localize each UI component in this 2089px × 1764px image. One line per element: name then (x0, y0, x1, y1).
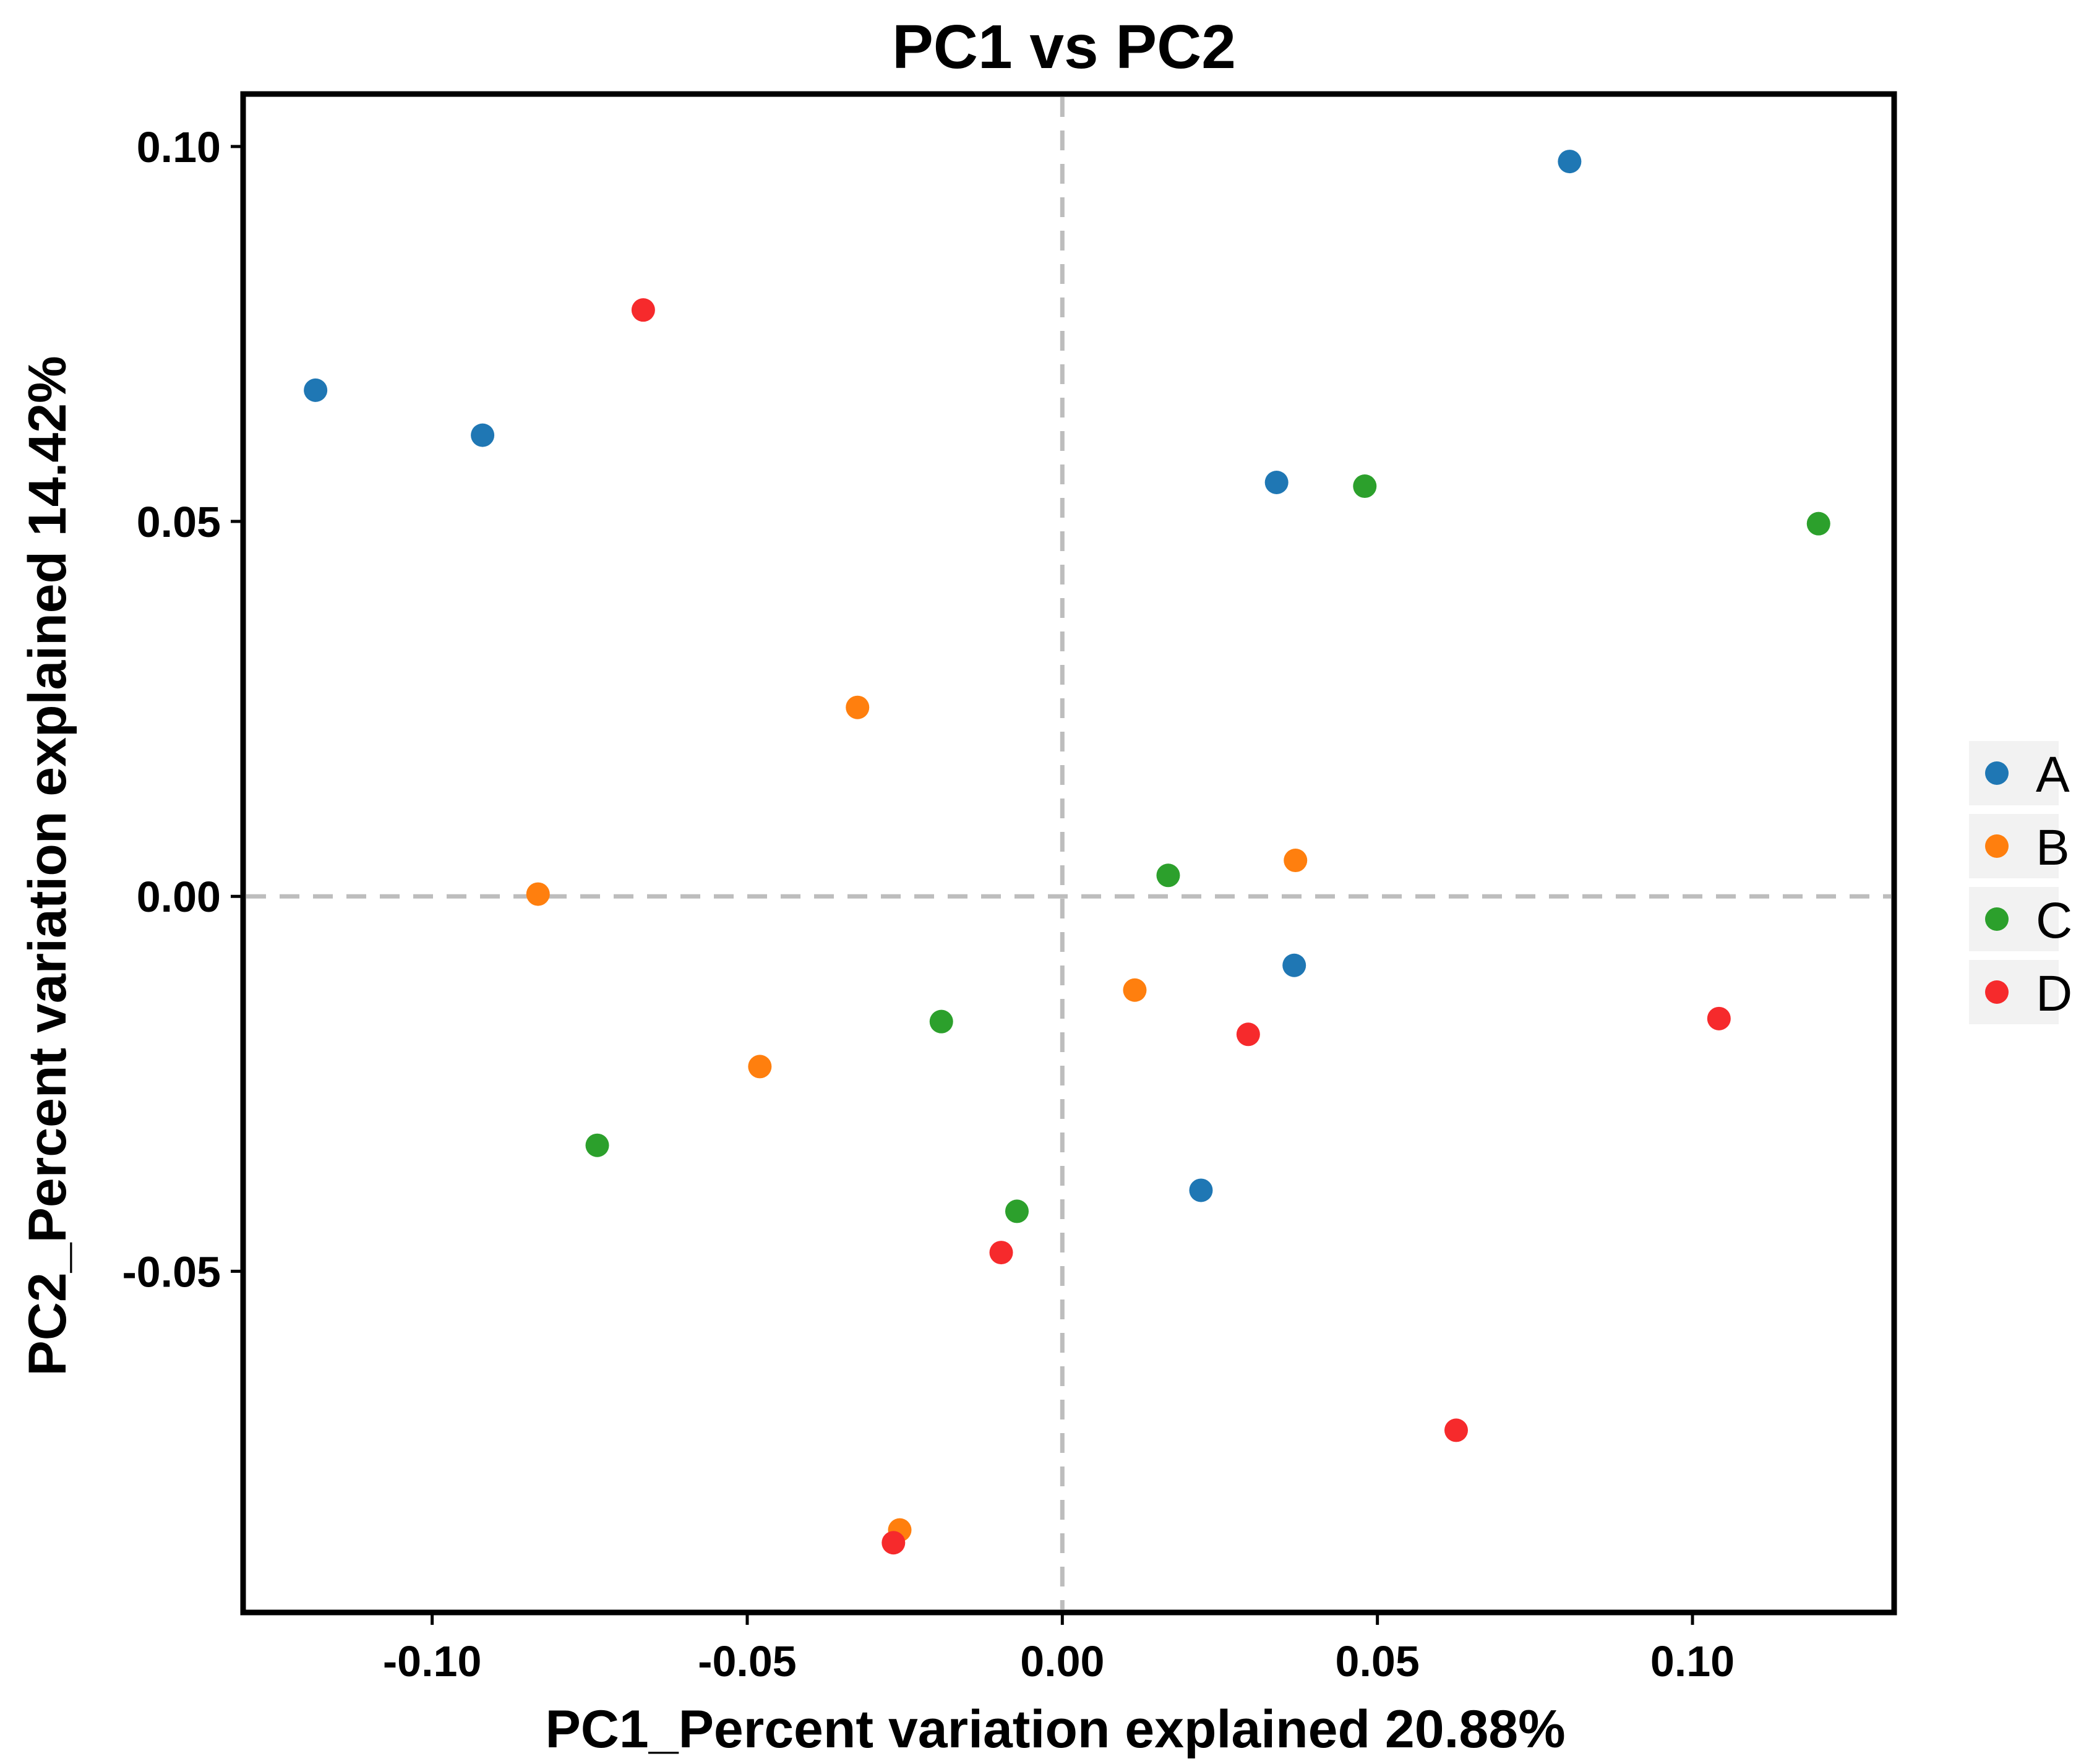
legend-key-background (1969, 887, 2059, 951)
x-tick-label: 0.00 (1020, 1637, 1104, 1685)
data-point-d (1444, 1418, 1469, 1442)
data-point-c (1156, 863, 1180, 888)
y-tick-label: 0.00 (137, 873, 221, 921)
y-tick-label: 0.05 (137, 498, 221, 546)
x-tick-label: 0.05 (1336, 1637, 1420, 1685)
legend-marker-b (1985, 834, 2009, 858)
x-axis-label: PC1_Percent variation explained 20.88% (545, 1700, 1565, 1759)
legend-label-d: D (2036, 965, 2072, 1022)
legend-label-c: C (2036, 893, 2072, 949)
data-point-d (881, 1531, 906, 1555)
data-point-a (304, 378, 328, 402)
data-point-c (1005, 1199, 1029, 1223)
data-point-a (1189, 1178, 1213, 1202)
legend-marker-c (1985, 907, 2009, 931)
data-point-b (846, 695, 870, 719)
data-point-c (1806, 512, 1830, 536)
data-point-a (1282, 953, 1306, 977)
legend-key-background (1969, 741, 2059, 805)
y-axis-label: PC2_Percent variation explained 14.42% (18, 356, 77, 1376)
data-point-d (1707, 1006, 1731, 1030)
data-point-c (1353, 474, 1377, 499)
data-point-d (1236, 1022, 1260, 1047)
chart-title: PC1 vs PC2 (892, 12, 1236, 82)
data-point-a (471, 423, 495, 447)
y-tick-label: -0.05 (122, 1248, 221, 1296)
data-point-b (1123, 978, 1147, 1002)
data-point-c (585, 1133, 609, 1157)
legend-label-a: A (2036, 747, 2070, 803)
x-tick-label: -0.10 (383, 1637, 482, 1685)
x-tick-label: -0.05 (698, 1637, 797, 1685)
data-point-b (748, 1055, 772, 1079)
x-tick-label: 0.10 (1650, 1637, 1735, 1685)
legend-marker-a (1985, 761, 2009, 785)
data-point-b (1284, 849, 1308, 873)
plot-border (240, 91, 1897, 1616)
data-point-a (1558, 150, 1582, 174)
data-point-a (1264, 470, 1289, 494)
data-point-d (631, 298, 655, 322)
data-point-d (989, 1241, 1013, 1265)
data-point-b (526, 882, 550, 906)
legend-label-b: B (2036, 820, 2070, 876)
legend-key-background (1969, 960, 2059, 1024)
legend-marker-d (1985, 980, 2009, 1004)
legend-key-background (1969, 814, 2059, 878)
y-tick-label: 0.10 (137, 123, 221, 171)
data-point-c (929, 1009, 953, 1034)
